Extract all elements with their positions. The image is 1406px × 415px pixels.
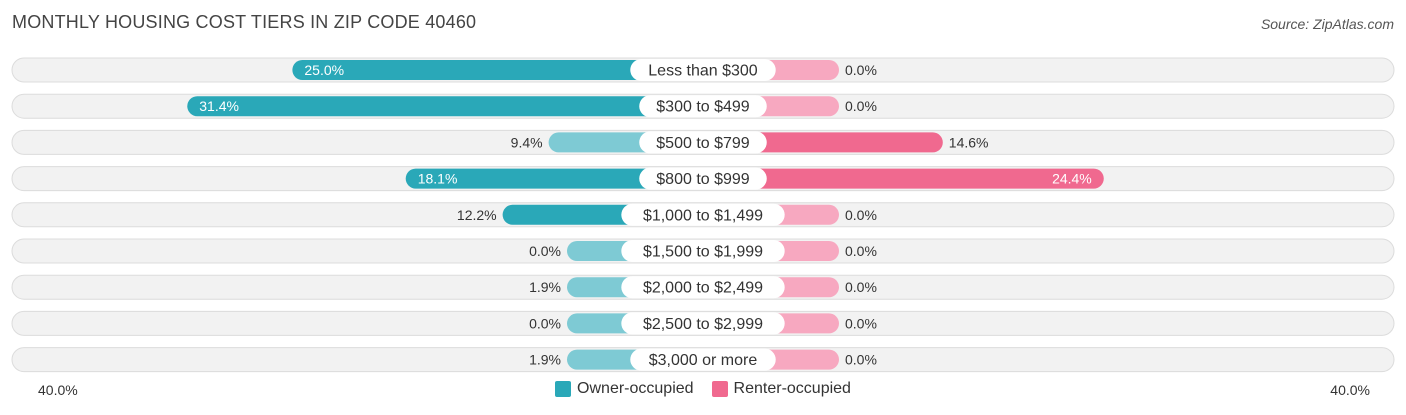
category-label: $500 to $799: [656, 135, 750, 152]
legend-swatch-owner: [555, 381, 572, 397]
value-label-renter: 0.0%: [845, 315, 877, 331]
category-label: $3,000 or more: [649, 352, 758, 369]
chart-source: Source: ZipAtlas.com: [1260, 16, 1394, 32]
chart-plot: Less than $300 25.0% 0.0% $300 to $499 31.4%…: [11, 57, 1395, 373]
value-label-owner: 1.9%: [529, 279, 561, 295]
value-label-renter: 0.0%: [845, 62, 877, 78]
chart-title: MONTHLY HOUSING COST TIERS IN ZIP CODE 4…: [12, 12, 477, 32]
value-label-owner: 0.0%: [529, 315, 561, 331]
value-label-owner: 0.0%: [529, 243, 561, 259]
legend-swatch-renter: [711, 381, 728, 397]
category-label: $800 to $999: [656, 171, 750, 188]
category-label-bg: [621, 240, 785, 262]
category-label: $1,000 to $1,499: [643, 207, 763, 224]
category-label-bg: [639, 131, 767, 154]
value-label-renter: 24.4%: [1052, 171, 1092, 187]
category-label-bg: [630, 348, 776, 371]
value-label-renter: 0.0%: [845, 243, 877, 259]
axis-right-label: 40.0%: [1330, 382, 1370, 398]
category-label: $1,500 to $1,999: [643, 244, 763, 261]
axis-left-label: 40.0%: [38, 382, 78, 398]
category-label: Less than $300: [648, 63, 758, 80]
bar-renter: [703, 168, 1104, 189]
value-label-renter: 0.0%: [845, 98, 877, 114]
category-label-bg: [621, 203, 785, 226]
value-label-renter: 14.6%: [949, 134, 989, 150]
category-label: $2,500 to $2,999: [643, 316, 763, 333]
value-label-owner: 25.0%: [304, 62, 344, 78]
bar-owner: [405, 168, 703, 189]
legend-item-owner[interactable]: Owner-occupied: [555, 380, 694, 398]
legend-item-renter[interactable]: Renter-occupied: [711, 380, 851, 398]
legend-label-owner: Owner-occupied: [577, 380, 694, 397]
value-label-owner: 9.4%: [511, 134, 543, 150]
value-label-renter: 0.0%: [845, 352, 877, 368]
category-label: $300 to $499: [656, 99, 750, 116]
category-label-bg: [639, 167, 767, 190]
legend-label-renter: Renter-occupied: [733, 380, 851, 397]
value-label-owner: 12.2%: [457, 207, 497, 223]
value-label-renter: 0.0%: [845, 279, 877, 295]
bar-owner: [292, 60, 703, 80]
value-label-owner: 1.9%: [529, 352, 561, 368]
value-label-owner: 31.4%: [199, 98, 239, 114]
value-label-owner: 18.1%: [418, 171, 458, 187]
category-label-bg: [630, 59, 776, 81]
category-label-bg: [639, 95, 767, 118]
bar-owner: [187, 96, 703, 117]
legend: Owner-occupied Renter-occupied: [0, 380, 1406, 398]
category-label: $2,000 to $2,499: [643, 280, 763, 297]
category-label-bg: [621, 312, 785, 335]
category-label-bg: [621, 276, 785, 299]
value-label-renter: 0.0%: [845, 207, 877, 223]
